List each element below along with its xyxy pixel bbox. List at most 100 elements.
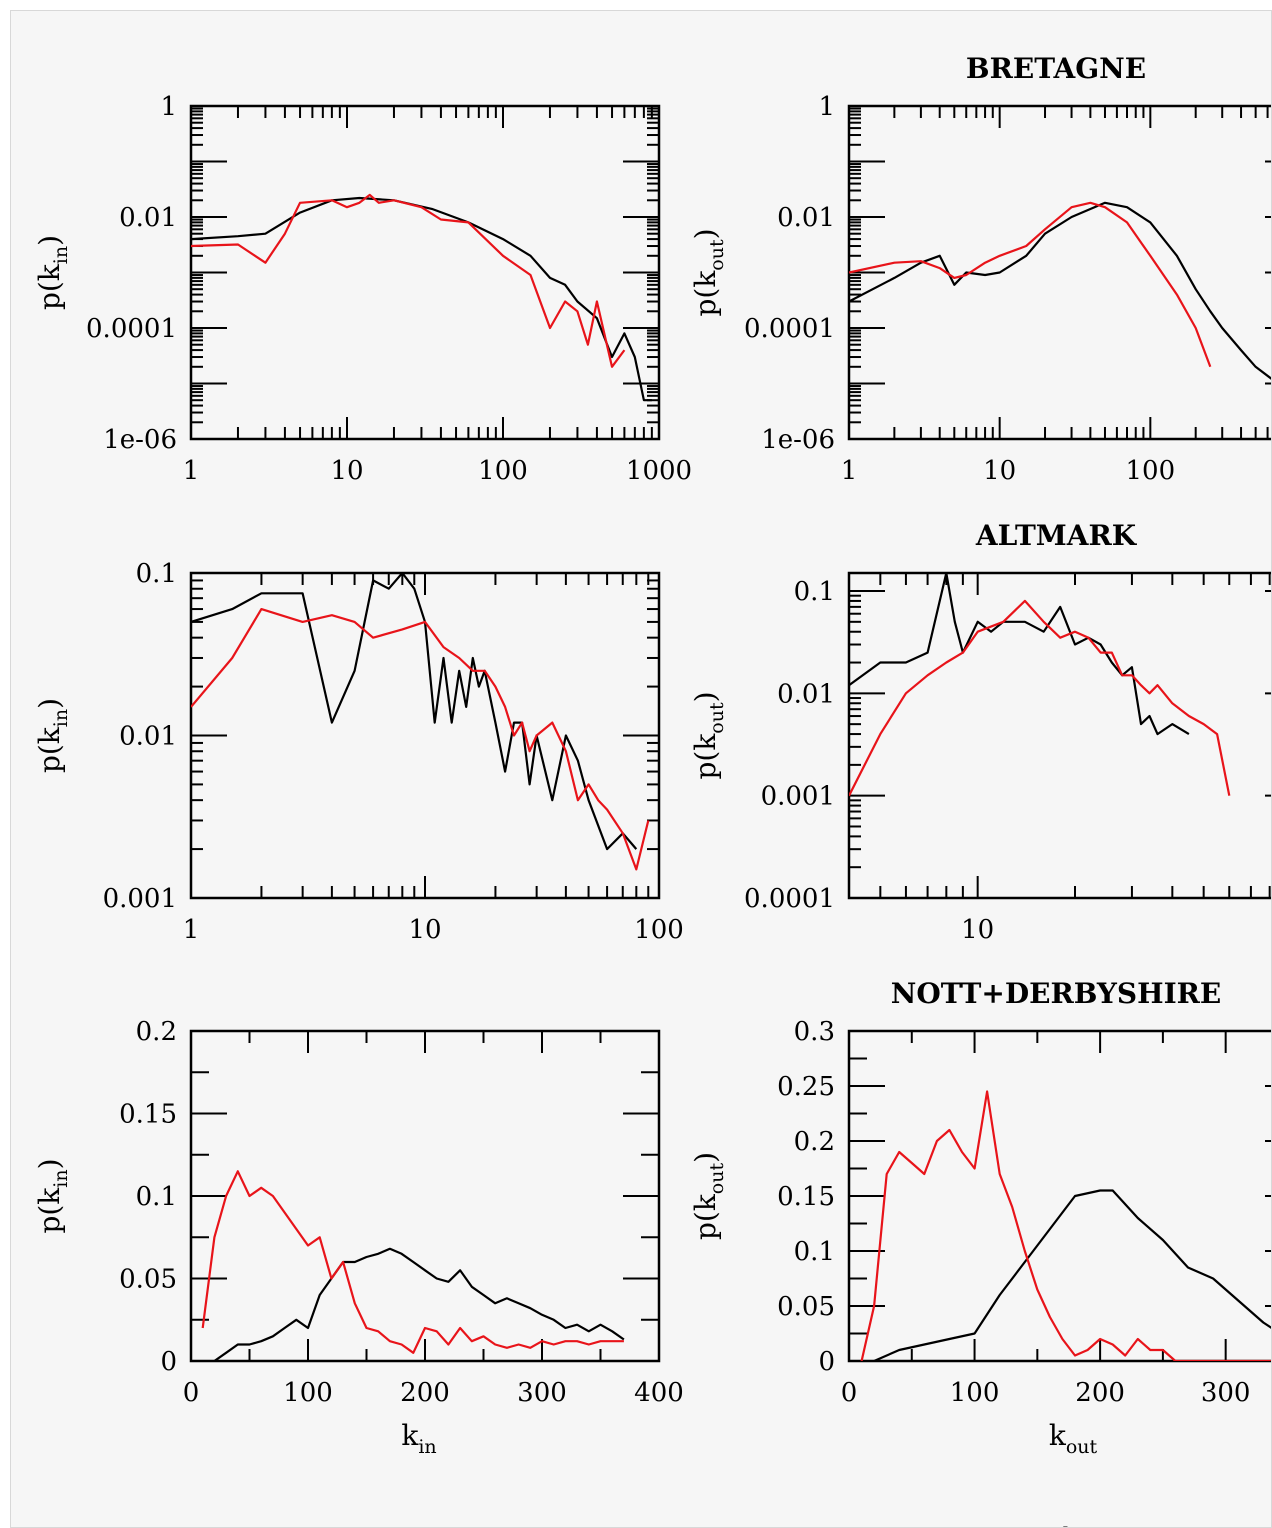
series-group — [191, 193, 652, 402]
y-tick-label: 0.0001 — [744, 314, 835, 344]
y-axis-label-text: p(kout) — [689, 228, 728, 316]
x-tick-label: 10 — [408, 915, 441, 945]
y-axis-label: p(kin) — [33, 1158, 72, 1233]
plot-frame — [189, 104, 661, 441]
y-tick-label: 0.2 — [794, 1127, 835, 1157]
y-axis-label-text: p(kin) — [33, 235, 72, 310]
x-tick-label: 300 — [517, 1378, 567, 1408]
axis-ticks — [849, 106, 1271, 439]
x-tick-label: 1 — [183, 915, 200, 945]
x-tick-label: 1000 — [626, 456, 692, 486]
plot-frame — [189, 1029, 661, 1363]
x-tick-label: 10 — [330, 456, 363, 486]
y-tick-label: 0.01 — [777, 203, 835, 233]
series-line-real — [201, 1170, 624, 1354]
y-tick-label: 0.01 — [119, 722, 177, 752]
y-tick-label: 0.001 — [103, 884, 177, 914]
y-tick-label: 1e-06 — [761, 425, 835, 455]
y-tick-label: 0.05 — [119, 1265, 177, 1295]
x-tick-label: 300 — [1201, 1378, 1251, 1408]
y-axis-label: p(kout) — [689, 1152, 728, 1240]
y-tick-label: 0.1 — [794, 577, 835, 607]
chart-title: BRETAGNE — [966, 52, 1146, 85]
y-tick-label: 0.01 — [119, 203, 177, 233]
x-tick-label: 1 — [183, 456, 200, 486]
x-axis-label-text: kin — [401, 1419, 436, 1458]
y-axis-label: p(kin) — [33, 235, 72, 310]
x-tick-label: 0 — [183, 1378, 200, 1408]
y-axis-label: p(kin) — [33, 698, 72, 773]
legend-real-label: real — [1231, 1523, 1272, 1528]
y-axis-label-text: p(kin) — [33, 698, 72, 773]
y-tick-label: 1 — [818, 92, 835, 122]
legend-generated-label: generated — [946, 1523, 1070, 1528]
chart-panel-bretagne-kout: 1 10 100 1e-06 0.0001 0.01 1 BRETAGNE p(kout) — [689, 52, 1271, 486]
series-line-generated — [873, 1189, 1271, 1361]
y-tick-label: 0.2 — [136, 1017, 177, 1047]
y-axis-label: p(kout) — [689, 691, 728, 779]
y-axis-label: p(kout) — [689, 228, 728, 316]
x-axis-label: kout — [1049, 1419, 1098, 1458]
axis-ticks — [849, 573, 1271, 898]
plot-frame — [847, 1029, 1271, 1363]
x-tick-label: 200 — [1075, 1378, 1125, 1408]
series-group — [849, 573, 1231, 797]
y-tick-label: 0 — [818, 1347, 835, 1377]
y-axis-label-text: p(kout) — [689, 1152, 728, 1240]
x-axis-label: kin — [401, 1419, 436, 1458]
y-tick-label: 0.15 — [119, 1100, 177, 1130]
series-line-generated — [849, 573, 1190, 736]
y-tick-label: 0.05 — [777, 1292, 835, 1322]
chart-title: ALTMARK — [975, 519, 1138, 552]
plot-frame — [847, 571, 1271, 900]
series-line-real — [849, 599, 1231, 797]
x-tick-label: 100 — [950, 1378, 1000, 1408]
x-tick-label: 200 — [400, 1378, 450, 1408]
y-tick-label: 0.1 — [794, 1237, 835, 1267]
x-tick-label: 1 — [841, 456, 858, 486]
legend: generated real — [946, 1523, 1272, 1528]
x-axis-label-text: kout — [1049, 1419, 1098, 1458]
y-axis-label-text: p(kin) — [33, 1158, 72, 1233]
y-tick-label: 1e-06 — [103, 425, 177, 455]
series-line-generated — [849, 201, 1271, 380]
x-tick-label: 10 — [983, 456, 1016, 486]
x-tick-label: 100 — [283, 1378, 333, 1408]
series-line-generated — [191, 196, 652, 402]
x-tick-label: 100 — [478, 456, 528, 486]
y-tick-label: 0.15 — [777, 1182, 835, 1212]
axis-ticks — [191, 106, 659, 439]
y-tick-label: 1 — [160, 92, 177, 122]
series-group — [849, 201, 1271, 380]
x-tick-label: 100 — [1126, 456, 1176, 486]
chart-panel-nott-kin: 0 100 200 300 400 0 0.05 0.1 0.15 0.2 p(kin) kin — [33, 1017, 684, 1458]
chart-panel-bretagne-kin: 1 10 100 1000 1e-06 0.0001 0.01 1 p(kin) — [33, 92, 692, 486]
axis-ticks — [191, 1031, 659, 1361]
chart-panel-altmark-kout: 10 0.0001 0.001 0.01 0.1 ALTMARK p(kout) — [689, 519, 1271, 945]
chart-panel-altmark-kin: 1 10 100 0.001 0.01 0.1 p(kin) — [33, 559, 684, 945]
y-tick-label: 0.1 — [136, 1182, 177, 1212]
series-group — [860, 1090, 1271, 1361]
y-tick-label: 0.0001 — [86, 314, 177, 344]
plot-frame — [847, 104, 1271, 441]
chart-panel-nott-kout: 0 100 200 300 0 0.05 0.1 0.15 0.2 0.25 0.3 NOTT+DER… — [689, 977, 1271, 1458]
figure-container: 1 10 100 1000 1e-06 0.0001 0.01 1 p(kin) 1 10 100 1e… — [10, 10, 1272, 1528]
y-tick-label: 0.001 — [761, 782, 835, 812]
y-axis-label-text: p(kout) — [689, 691, 728, 779]
series-line-generated — [213, 1247, 625, 1361]
y-tick-label: 0 — [160, 1347, 177, 1377]
x-tick-label: 100 — [634, 915, 684, 945]
series-line-real — [191, 193, 626, 368]
x-tick-label: 400 — [634, 1378, 684, 1408]
y-tick-label: 0.1 — [136, 559, 177, 589]
series-group — [191, 573, 650, 871]
y-tick-label: 0.01 — [777, 679, 835, 709]
y-tick-label: 0.25 — [777, 1072, 835, 1102]
series-group — [201, 1170, 625, 1361]
x-tick-label: 10 — [961, 915, 994, 945]
series-line-real — [191, 607, 650, 871]
series-line-real — [860, 1090, 1271, 1361]
y-tick-label: 0.3 — [794, 1017, 835, 1047]
chart-title: NOTT+DERBYSHIRE — [891, 977, 1222, 1010]
